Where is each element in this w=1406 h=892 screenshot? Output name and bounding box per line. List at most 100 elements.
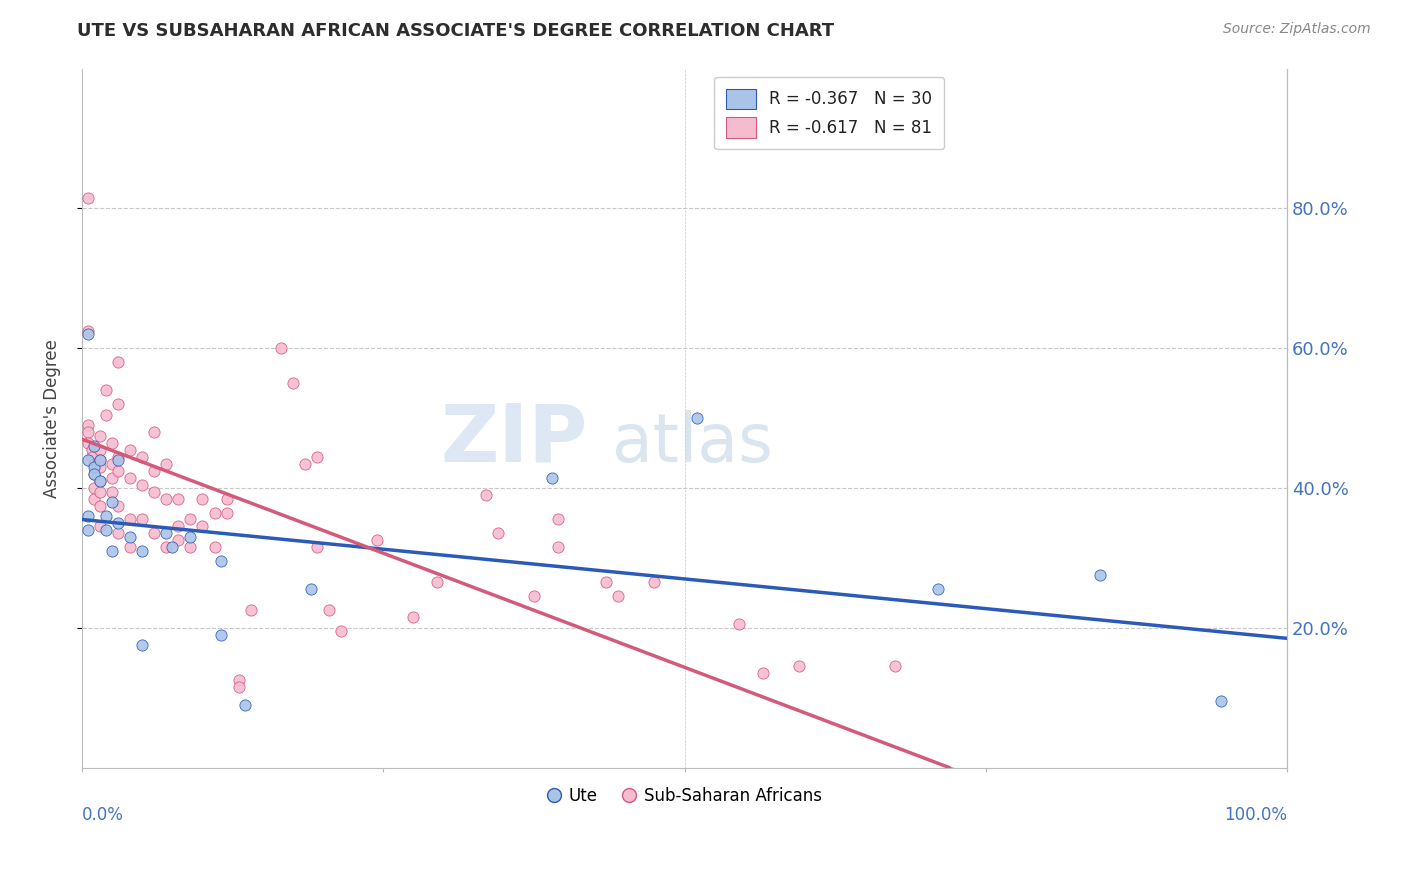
Text: 0.0%: 0.0%: [82, 806, 124, 824]
Point: [607, 590, 630, 604]
Point: [89, 428, 111, 442]
Point: [155, 541, 177, 555]
Point: [547, 512, 569, 526]
Point: [215, 506, 238, 520]
Point: [77, 453, 100, 467]
Point: [107, 397, 129, 411]
Point: [131, 544, 153, 558]
Point: [107, 464, 129, 478]
Point: [1209, 694, 1232, 708]
Point: [107, 526, 129, 541]
Text: ZIP: ZIP: [441, 401, 588, 478]
Text: UTE VS SUBSAHARAN AFRICAN ASSOCIATE'S DEGREE CORRELATION CHART: UTE VS SUBSAHARAN AFRICAN ASSOCIATE'S DE…: [77, 22, 834, 40]
Point: [727, 617, 749, 632]
Point: [89, 453, 111, 467]
Point: [89, 519, 111, 533]
Point: [120, 512, 142, 526]
Point: [143, 464, 166, 478]
Point: [101, 435, 124, 450]
Point: [209, 554, 232, 568]
Point: [305, 450, 328, 464]
Point: [131, 450, 153, 464]
Point: [281, 376, 304, 391]
Point: [101, 457, 124, 471]
Point: [167, 519, 190, 533]
Point: [107, 450, 129, 464]
Point: [884, 659, 907, 673]
Point: [215, 491, 238, 506]
Point: [77, 324, 100, 338]
Point: [107, 453, 129, 467]
Point: [120, 442, 142, 457]
Point: [179, 512, 201, 526]
Point: [89, 474, 111, 488]
Point: [77, 327, 100, 342]
Point: [167, 491, 190, 506]
Point: [94, 523, 117, 537]
Point: [167, 533, 190, 548]
Point: [294, 457, 316, 471]
Point: [143, 526, 166, 541]
Point: [595, 575, 617, 590]
Point: [120, 530, 142, 544]
Point: [94, 508, 117, 523]
Point: [155, 526, 177, 541]
Point: [101, 484, 124, 499]
Point: [101, 495, 124, 509]
Text: 100.0%: 100.0%: [1225, 806, 1286, 824]
Legend: Ute, Sub-Saharan Africans: Ute, Sub-Saharan Africans: [540, 780, 830, 812]
Point: [77, 435, 100, 450]
Point: [143, 425, 166, 439]
Point: [83, 481, 105, 495]
Point: [474, 488, 496, 502]
Point: [787, 659, 810, 673]
Point: [131, 638, 153, 652]
Point: [523, 590, 546, 604]
Point: [94, 383, 117, 397]
Point: [83, 491, 105, 506]
Point: [204, 541, 226, 555]
Point: [107, 499, 129, 513]
Point: [191, 519, 214, 533]
Point: [209, 628, 232, 642]
Point: [77, 418, 100, 433]
Point: [486, 526, 509, 541]
Point: [89, 474, 111, 488]
Point: [89, 453, 111, 467]
Point: [77, 508, 100, 523]
Point: [547, 541, 569, 555]
Point: [83, 460, 105, 475]
Point: [179, 541, 201, 555]
Point: [89, 442, 111, 457]
Point: [107, 355, 129, 369]
Point: [89, 499, 111, 513]
Point: [330, 624, 353, 639]
Point: [155, 491, 177, 506]
Point: [120, 470, 142, 484]
Point: [101, 544, 124, 558]
Point: [83, 439, 105, 453]
Point: [366, 533, 388, 548]
Point: [191, 491, 214, 506]
Point: [752, 666, 775, 681]
Point: [1090, 568, 1112, 582]
Point: [239, 603, 262, 617]
Point: [162, 541, 184, 555]
Point: [83, 467, 105, 481]
Point: [541, 470, 564, 484]
Point: [685, 411, 707, 425]
Point: [131, 477, 153, 491]
Point: [89, 484, 111, 499]
Y-axis label: Associate's Degree: Associate's Degree: [44, 339, 60, 498]
Point: [643, 575, 665, 590]
Point: [131, 512, 153, 526]
Point: [155, 457, 177, 471]
Point: [143, 484, 166, 499]
Point: [77, 523, 100, 537]
Text: Source: ZipAtlas.com: Source: ZipAtlas.com: [1223, 22, 1371, 37]
Point: [299, 582, 322, 597]
Point: [318, 603, 340, 617]
Point: [77, 425, 100, 439]
Point: [94, 408, 117, 422]
Point: [101, 470, 124, 484]
